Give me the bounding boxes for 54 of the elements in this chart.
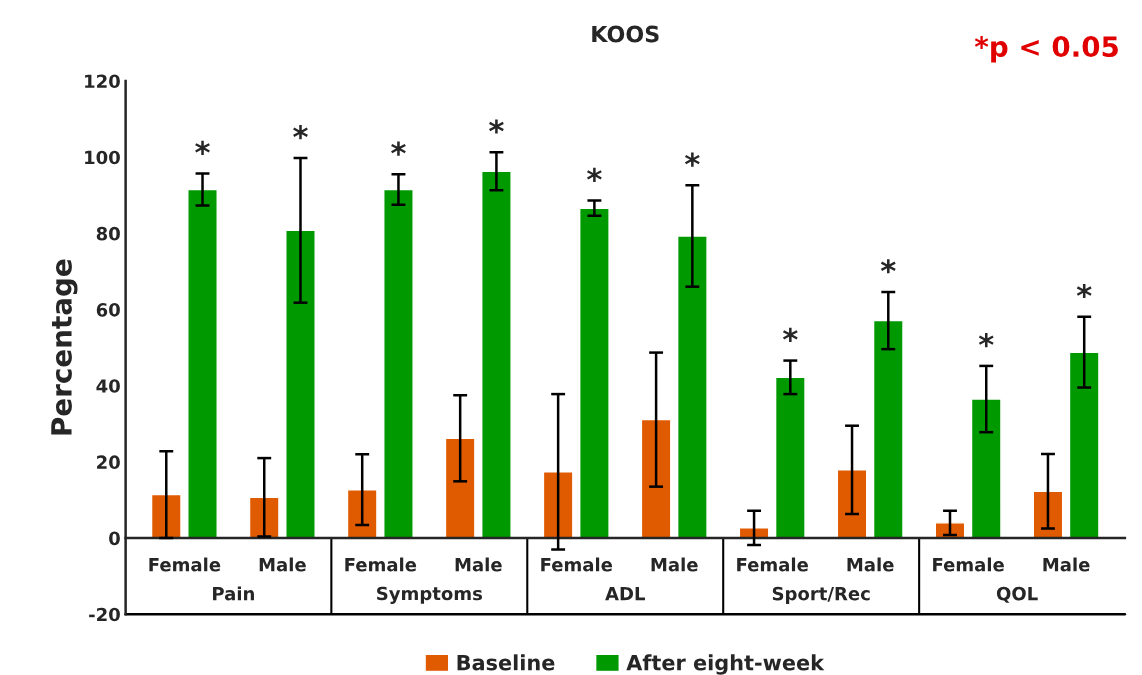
annotation: * [684,152,700,167]
chart-title: KOOS [592,25,659,43]
legend-label: Baseline [457,654,555,671]
annotation: * [391,141,406,156]
x-tick-label: Male [259,557,306,572]
bar [187,188,218,539]
annotation: * [587,167,602,182]
annotation: * [293,125,308,140]
annotation: Pain [213,586,254,601]
x-tick-label: Female [149,557,221,572]
bar [383,188,414,539]
annotation: Symptoms [377,586,483,604]
annotation: Sport/Rec [772,586,870,604]
bar [640,418,672,539]
bar [285,229,316,539]
annotation: * [782,327,798,342]
y-tick-label: 40 [96,379,120,393]
legend-label: After eight-week [626,654,825,675]
y-tick-label: 120 [85,74,120,89]
x-tick-label: Female [933,557,1004,572]
x-tick-label: Male [1043,557,1090,572]
bar [444,437,476,539]
x-tick-label: Female [541,557,613,572]
annotation: * [1076,283,1092,299]
y-tick-label: 80 [96,226,120,241]
y-tick-label: 20 [97,455,120,470]
bar [481,170,512,539]
bar [578,207,610,539]
bar [676,235,708,539]
bar [774,376,806,539]
bar [1068,351,1100,539]
annotation: QOL [996,586,1038,603]
annotation: * [489,119,504,134]
annotation: * [880,259,896,274]
bar [872,319,904,539]
x-tick-label: Male [847,557,894,572]
annotation: * [195,140,210,155]
text: *p < 0.05 [974,36,1118,63]
x-tick-label: Male [651,557,698,572]
bar [248,496,280,539]
x-tick-label: Male [455,557,502,572]
bar [836,469,868,539]
x-tick-label: Female [737,557,808,572]
annotation: ADL [605,587,645,601]
y-tick-label: 100 [85,150,120,165]
bar [970,398,1002,539]
bar [542,471,574,539]
annotation: * [978,333,994,348]
y-tick-label: 0 [109,531,120,546]
x-tick-label: Female [345,557,417,572]
y-axis-title: Percentage [51,259,78,435]
bar [346,489,378,539]
y-tick-label: -20 [89,607,120,622]
y-tick-label: 60 [96,302,120,317]
